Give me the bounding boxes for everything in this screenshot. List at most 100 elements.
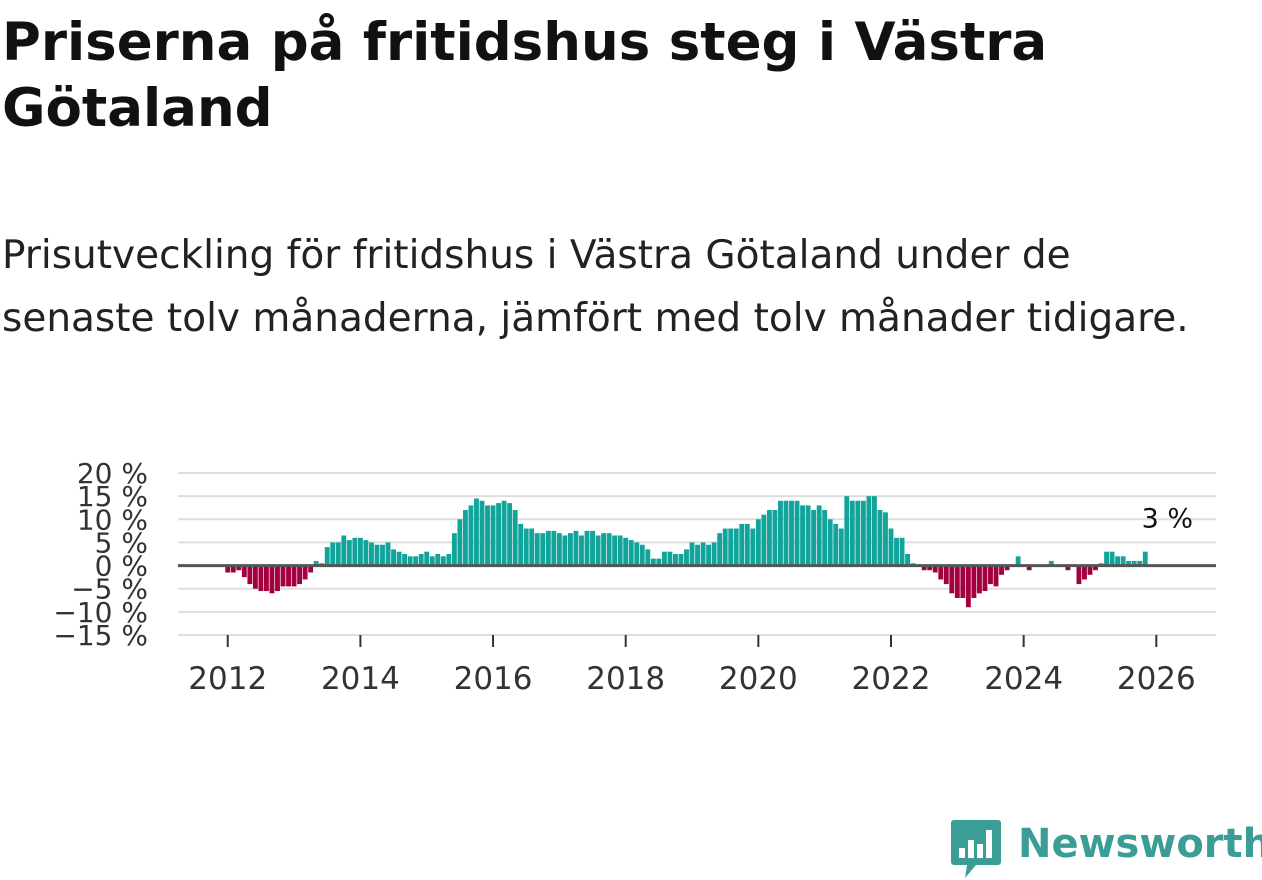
bar: [363, 540, 368, 565]
bar: [723, 529, 728, 566]
bar: [750, 529, 755, 566]
chart-title: Priserna på fritidshus steg i Västra Göt…: [2, 10, 1222, 142]
bar: [579, 535, 584, 565]
bar: [728, 529, 733, 566]
bar: [325, 547, 330, 566]
bar: [734, 529, 739, 566]
bar: [618, 535, 623, 565]
bar: [949, 566, 954, 594]
bar: [607, 533, 612, 565]
bar: [988, 566, 993, 585]
bar: [667, 552, 672, 566]
bar: [1143, 552, 1148, 566]
bar: [585, 531, 590, 566]
bar: [391, 549, 396, 565]
bar: [806, 505, 811, 565]
bar: [645, 549, 650, 565]
bar: [955, 566, 960, 598]
x-tick-label: 2020: [719, 661, 798, 697]
x-tick-label: 2014: [321, 661, 400, 697]
bar: [745, 524, 750, 566]
bar: [242, 566, 247, 578]
bar: [778, 501, 783, 566]
bar: [347, 540, 352, 565]
bar: [629, 540, 634, 565]
bar: [562, 535, 567, 565]
bar: [761, 515, 766, 566]
bar: [480, 501, 485, 566]
bar: [767, 510, 772, 566]
bar: [1110, 552, 1115, 566]
bar: [303, 566, 308, 580]
x-tick-label: 2026: [1117, 661, 1196, 697]
bar: [341, 535, 346, 565]
bar: [983, 566, 988, 591]
bar: [601, 533, 606, 565]
bar: [966, 566, 971, 608]
x-tick-label: 2022: [852, 661, 931, 697]
bar: [855, 501, 860, 566]
bar: [275, 566, 280, 591]
bar: [568, 533, 573, 565]
bar: [634, 542, 639, 565]
bar: [529, 529, 534, 566]
x-tick-label: 2012: [188, 661, 267, 697]
bar: [369, 542, 374, 565]
bar: [270, 566, 275, 594]
bar: [286, 566, 291, 587]
bar: [358, 538, 363, 566]
bar: [485, 505, 490, 565]
bar: [435, 554, 440, 566]
bar: [695, 545, 700, 566]
bar: [474, 498, 479, 565]
bar: [551, 531, 556, 566]
bar: [1076, 566, 1081, 585]
bar-series: [225, 496, 1147, 607]
bar: [1082, 566, 1087, 580]
newsworthy-logo[interactable]: Newsworthy: [950, 818, 1260, 880]
bar: [253, 566, 258, 589]
x-tick-label: 2024: [984, 661, 1063, 697]
bar: [701, 542, 706, 565]
bar: [502, 501, 507, 566]
bar: [386, 542, 391, 565]
bar: [397, 552, 402, 566]
bar: [380, 545, 385, 566]
bar: [712, 542, 717, 565]
bar: [590, 531, 595, 566]
bar: [811, 510, 816, 566]
bar: [994, 566, 999, 587]
bar: [491, 505, 496, 565]
bar: [839, 529, 844, 566]
bar: [878, 510, 883, 566]
bar: [883, 512, 888, 565]
bar: [574, 531, 579, 566]
bar: [419, 554, 424, 566]
bar: [889, 529, 894, 566]
bar: [402, 554, 407, 566]
bar: [679, 554, 684, 566]
bar: [938, 566, 943, 580]
y-axis: −15 %−10 %−5 %0 %5 %10 %15 %20 %: [53, 457, 148, 652]
bar: [817, 505, 822, 565]
bar-chart-badge-icon: [950, 818, 1002, 880]
x-tick-label: 2016: [454, 661, 533, 697]
bar: [612, 535, 617, 565]
bar: [463, 510, 468, 566]
bar: [446, 554, 451, 566]
bar: [662, 552, 667, 566]
bar: [623, 538, 628, 566]
bar: [596, 535, 601, 565]
bar: [872, 496, 877, 565]
bar: [496, 503, 501, 565]
bar: [518, 524, 523, 566]
bar: [640, 545, 645, 566]
bar: [850, 501, 855, 566]
last-value-label: 3 %: [1142, 504, 1193, 535]
bar: [905, 554, 910, 566]
bar: [756, 519, 761, 565]
bar: [977, 566, 982, 594]
y-tick-label: 20 %: [77, 457, 148, 490]
bar: [789, 501, 794, 566]
